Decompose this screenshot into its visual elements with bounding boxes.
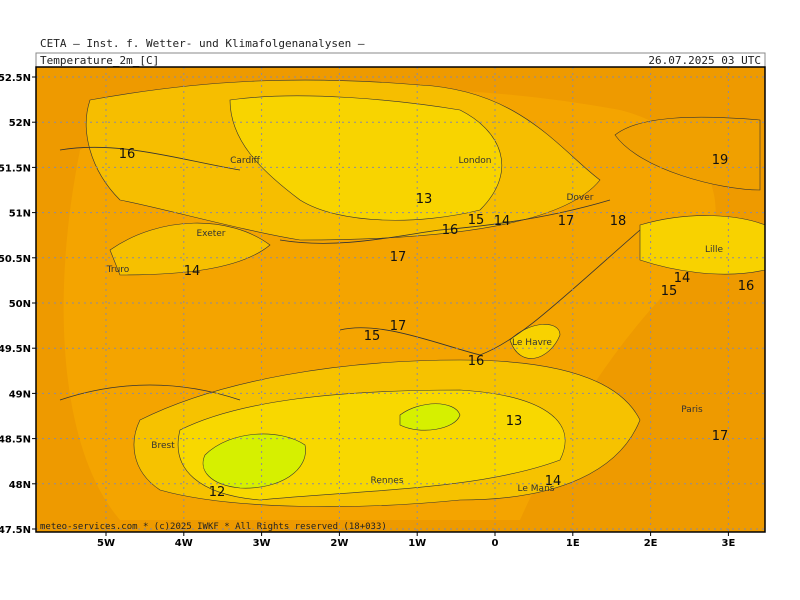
lat-label: 51.5N	[0, 163, 31, 174]
valid-time: 26.07.2025 03 UTC	[648, 54, 761, 67]
lat-label: 49.5N	[0, 344, 31, 355]
cold-spot	[399, 403, 461, 431]
contour-label: 17	[390, 250, 407, 265]
place-label: Cardiff	[230, 156, 261, 166]
lat-label: 49N	[9, 389, 31, 400]
place-label: Le Mans	[518, 484, 555, 494]
havre-zone	[509, 324, 561, 359]
contour-label: 14	[674, 271, 691, 286]
place-label: Paris	[681, 405, 703, 415]
contour-label: 17	[712, 429, 729, 444]
contour-label: 15	[364, 329, 381, 344]
contour-label: 14	[184, 264, 201, 279]
lon-label: 1E	[566, 538, 580, 549]
contour-label: 13	[506, 414, 523, 429]
contour-label: 17	[390, 319, 407, 334]
place-label: Dover	[567, 193, 594, 203]
place-label: Le Havre	[512, 338, 552, 348]
cornwall-zone	[109, 222, 271, 276]
contour-label: 15	[468, 213, 485, 228]
place-label: Rennes	[370, 476, 403, 486]
contour-label: 16	[468, 354, 485, 369]
lat-label: 48.5N	[0, 435, 31, 446]
warm-cell	[614, 116, 761, 191]
contour-label: 19	[712, 153, 729, 168]
lille-zone	[639, 215, 765, 275]
contour-label: 14	[494, 214, 511, 229]
lat-label: 50N	[9, 299, 31, 310]
coastline	[59, 146, 641, 401]
lat-label: 50.5N	[0, 254, 31, 265]
map-area	[36, 67, 765, 532]
map-frame	[35, 66, 766, 533]
contour-label: 18	[610, 214, 627, 229]
contour-label: 12	[209, 485, 226, 500]
lon-label: 0	[492, 538, 499, 549]
footer: meteo-services.com * (c)2025 IWKF * All …	[40, 522, 387, 532]
place-label: Brest	[151, 441, 175, 451]
lon-label: 1W	[408, 538, 426, 549]
place-label: Lille	[705, 245, 724, 255]
lon-label: 4W	[175, 538, 193, 549]
cold-spot	[202, 433, 306, 489]
place-label: Exeter	[196, 229, 225, 239]
contour-label: 17	[558, 214, 575, 229]
lat-label: 51N	[9, 209, 31, 220]
lon-label: 3W	[253, 538, 271, 549]
lon-label: 5W	[97, 538, 115, 549]
graticule	[36, 67, 765, 532]
contour-label: 14	[545, 474, 562, 489]
contour-label: 13	[416, 192, 433, 207]
header-title: CETA — Inst. f. Wetter- und Klimafolgena…	[40, 37, 365, 50]
lon-label: 3E	[722, 538, 736, 549]
lon-label: 2W	[330, 538, 348, 549]
lat-label: 52.5N	[0, 73, 31, 84]
contour-label: 16	[738, 279, 755, 294]
variable-label: Temperature_2m_[C]	[40, 54, 159, 67]
contour-label: 15	[661, 284, 678, 299]
uk-cool-zone	[229, 95, 503, 221]
lat-label: 47.5N	[0, 525, 31, 536]
lon-label: 2E	[644, 538, 658, 549]
place-label: Truro	[106, 265, 130, 275]
lat-label: 48N	[9, 480, 31, 491]
contour-label: 16	[442, 223, 459, 238]
place-label: London	[459, 156, 492, 166]
lat-label: 52N	[9, 118, 31, 129]
contour-label: 16	[119, 147, 136, 162]
